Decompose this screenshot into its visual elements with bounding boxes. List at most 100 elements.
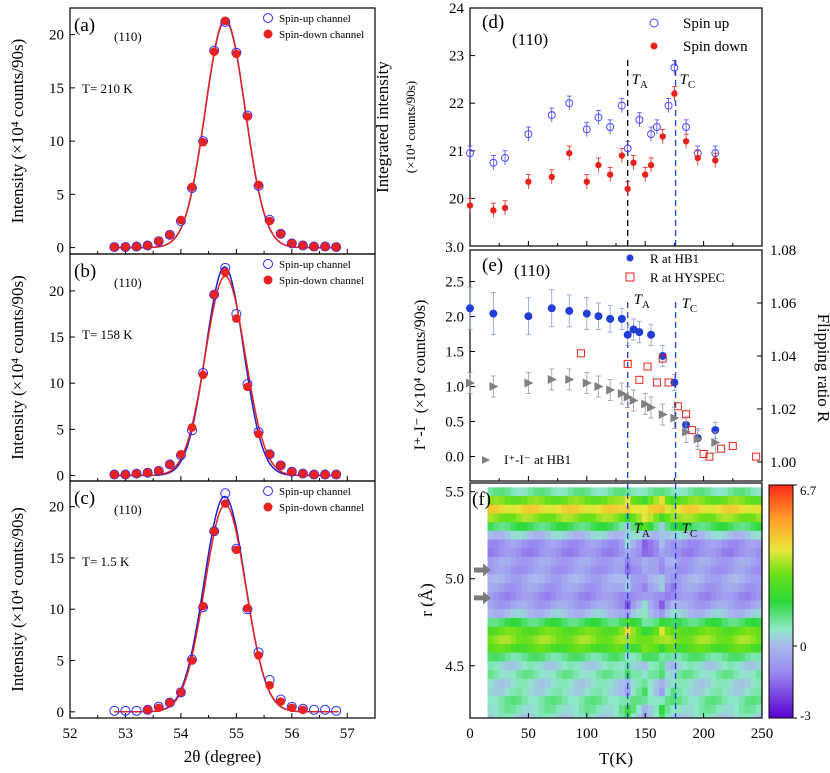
data-point-diff [647,403,657,412]
heatmap-cell [596,504,603,515]
heatmap-cell [641,704,649,715]
heatmap-cell [590,591,597,602]
heatmap-cell [550,591,557,602]
panel-label: (c) [74,488,95,509]
heatmap-cell [687,591,694,602]
heatmap-cell [681,652,689,663]
heatmap-cell [556,513,563,523]
heatmap-cell [716,704,723,715]
heatmap-cell [561,496,569,506]
data-point-r-hyspec [664,378,673,387]
heatmap-cell [624,548,632,558]
data-point-spin-down [209,526,219,536]
y2-tick-label: 1.08 [770,243,796,259]
heatmap-cell [584,522,592,532]
heatmap-cell [739,565,746,575]
heatmap-cell [613,678,620,689]
heatmap-cell [556,687,563,697]
heatmap-cell [550,600,557,610]
heatmap-cell [659,617,666,628]
heatmap-cells [487,487,762,718]
heatmap-cell [527,678,534,689]
heatmap-cell [641,644,649,654]
data-point-spin-up [175,687,186,698]
heatmap-cell [493,530,500,541]
heatmap-cell [676,704,683,715]
data-point-spin-down [265,216,274,226]
heatmap-cell [750,530,757,541]
heatmap-cell [659,635,666,645]
heatmap-cell [710,635,717,645]
heatmap-cell [527,687,534,697]
heatmap-cell [596,574,603,584]
heatmap-cell [624,617,632,628]
heatmap-cell [721,548,729,558]
data-point-diff [524,378,534,388]
heatmap-cell [584,652,592,663]
heatmap-cell [710,696,717,706]
heatmap-cell [670,626,677,636]
heatmap-cell [619,609,626,619]
heatmap-cell [516,565,523,575]
heatmap-cell [596,600,603,610]
heatmap-cell [584,539,592,549]
heatmap-cell [613,644,620,654]
heatmap-cell [550,661,557,671]
heatmap-cell [516,496,523,506]
heatmap-cell [590,496,597,506]
heatmap-cell [744,496,752,506]
heatmap-cell [516,661,523,671]
heatmap-cell [538,609,546,619]
heatmap-cell [693,713,700,718]
heatmap-cell [619,504,626,515]
heatmap-cell [699,635,706,645]
heatmap-cell [739,609,746,619]
heatmap-cell [721,522,729,532]
heatmap-cell [590,644,597,654]
heatmap-cell [567,713,574,718]
heatmap-cell [533,530,540,541]
data-point-spin-down [132,469,141,478]
heatmap-cell [619,635,626,645]
heatmap-cell [681,635,689,645]
legend-marker-r-hb1 [626,254,634,262]
heatmap-cell [659,504,666,515]
heatmap-cell [727,661,735,671]
panel-label: (b) [74,261,96,282]
legend-label-r-hb1: R at HB1 [650,251,699,266]
heatmap-cell [493,487,500,497]
heatmap-cell [647,635,654,645]
heatmap-cell [613,591,620,602]
heatmap-cell [533,635,540,645]
heatmap-cell [681,704,689,715]
heatmap-cell [533,652,540,663]
heatmap-cell [636,513,643,523]
heatmap-cell [573,513,580,523]
heatmap-cell [687,600,694,610]
heatmap-cell [721,609,729,619]
heatmap-cell [527,496,534,506]
heatmap-cell [716,609,723,619]
heatmap-cell [676,548,683,558]
heatmap-cell [498,583,506,593]
heatmap-cell [596,565,603,575]
heatmap-cell [750,496,757,506]
heatmap-cell [504,513,511,523]
heatmap-cell [601,513,609,523]
heatmap-cell [567,591,574,602]
heatmap-cell [710,548,717,558]
temperature-label: T= 158 K [82,327,133,342]
heatmap-cell [584,635,592,645]
heatmap-cell [601,670,609,680]
heatmap-cell [630,609,637,619]
heatmap-cell [676,626,683,636]
heatmap-cell [739,522,746,532]
heatmap-cell [636,617,643,628]
heatmap-cell [647,713,654,718]
y-tick-label: 20 [49,28,64,44]
heatmap-cell [659,522,666,532]
heatmap-cell [550,678,557,689]
data-point-spin-down [176,688,186,697]
heatmap-cell [704,687,712,697]
heatmap-cell [681,696,689,706]
